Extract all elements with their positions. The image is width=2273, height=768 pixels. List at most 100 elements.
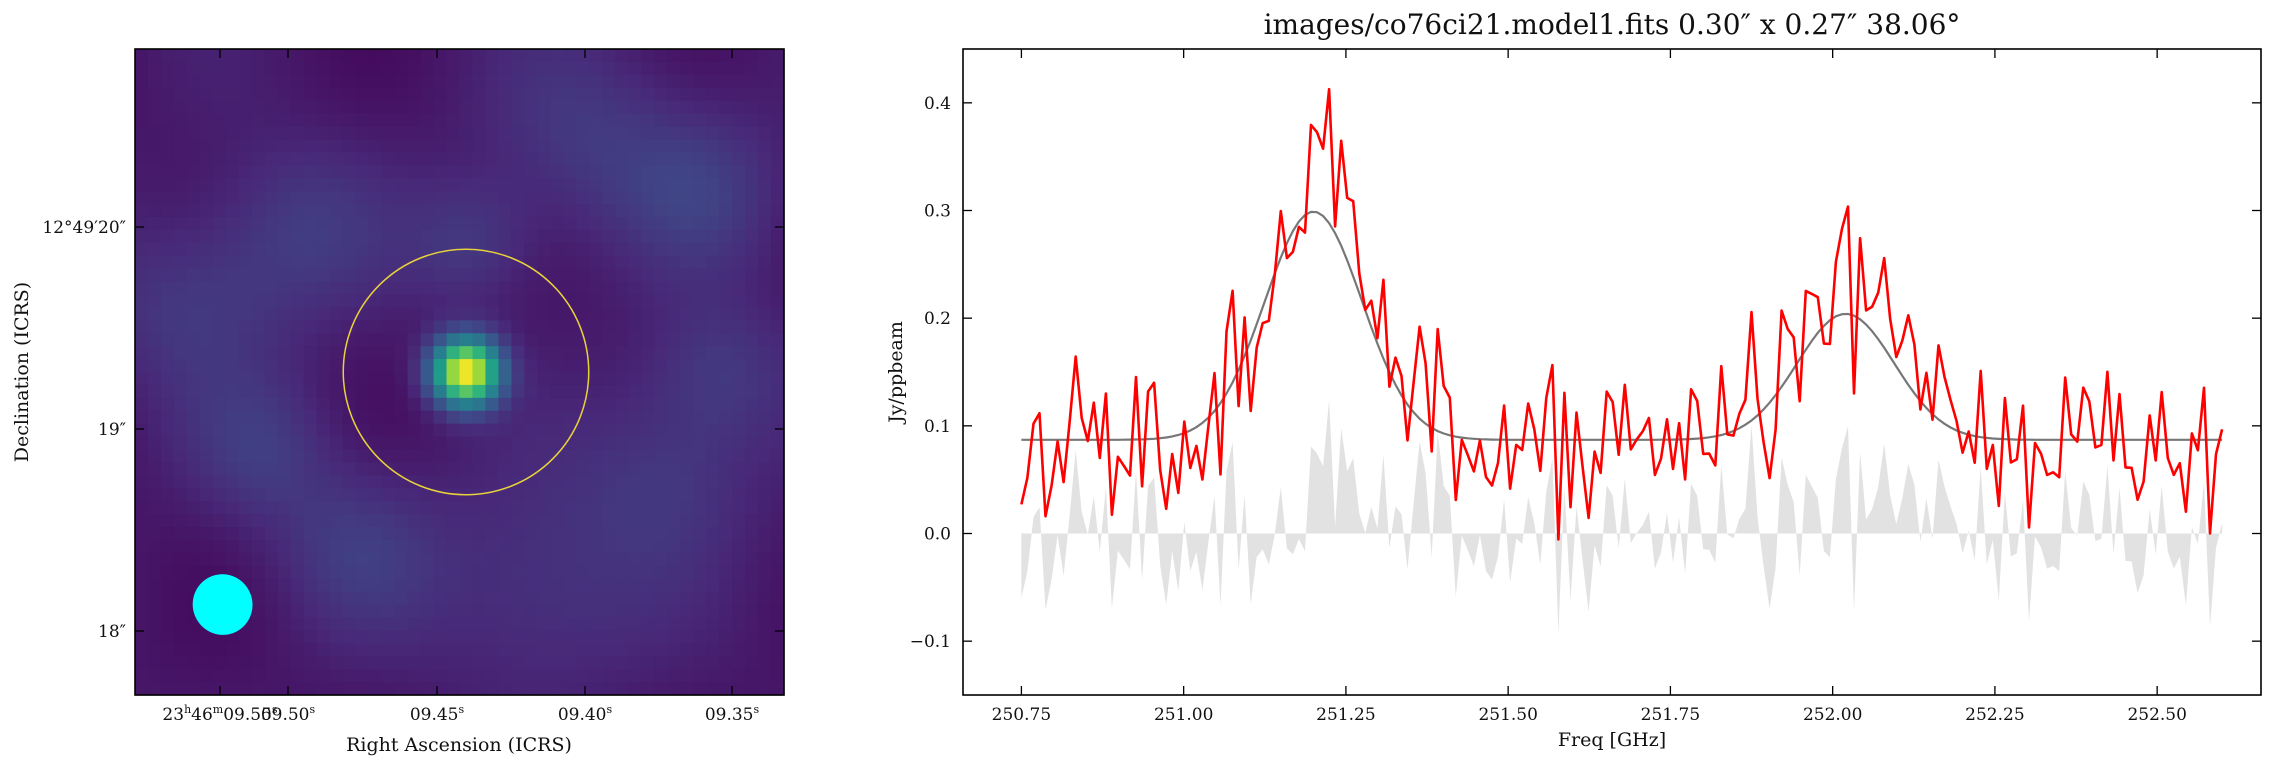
heatmap-cell — [316, 242, 331, 257]
heatmap-cell — [706, 514, 720, 528]
heatmap-cell — [394, 61, 409, 76]
heatmap-cell — [537, 643, 551, 657]
heatmap-cell — [732, 501, 746, 515]
heatmap-cell — [615, 294, 629, 308]
heatmap-cell — [550, 656, 564, 670]
heatmap-cell — [758, 139, 772, 153]
heatmap-cell — [212, 656, 227, 670]
heatmap-cell — [173, 656, 188, 670]
heatmap-cell — [511, 578, 525, 593]
heatmap-cell — [706, 565, 720, 580]
heatmap-cell — [472, 514, 487, 528]
heatmap-cell — [667, 488, 681, 502]
heatmap-cell — [238, 552, 253, 567]
heatmap-cell — [524, 410, 538, 425]
heatmap-cell — [199, 475, 214, 489]
heatmap-cell — [316, 61, 331, 76]
heatmap-cell — [186, 49, 201, 63]
heatmap-cell — [654, 630, 668, 644]
heatmap-cell — [680, 100, 694, 115]
heatmap-cell — [290, 552, 305, 567]
heatmap-cell — [459, 178, 474, 192]
heatmap-cell — [342, 501, 357, 515]
heatmap-cell — [277, 410, 292, 425]
heatmap-cell — [135, 281, 149, 296]
heatmap-cell — [771, 643, 785, 657]
heatmap-cell — [135, 449, 149, 464]
heatmap-cell — [615, 552, 629, 567]
heatmap-cell — [407, 643, 422, 657]
heatmap-cell — [368, 87, 383, 102]
heatmap-cell — [719, 320, 733, 334]
heatmap-cell — [303, 268, 318, 283]
image-frame — [134, 48, 785, 696]
heatmap-cell — [745, 191, 759, 205]
heatmap-cell — [264, 565, 279, 580]
heatmap-cell — [381, 242, 396, 257]
heatmap-cell — [135, 591, 149, 606]
heatmap-cell — [472, 191, 487, 205]
heatmap-cell — [251, 49, 266, 63]
heatmap-cell — [550, 384, 564, 399]
heatmap-cell — [303, 294, 318, 308]
heatmap-cell — [602, 604, 616, 619]
heatmap-cell — [381, 216, 396, 231]
heatmap-cell — [550, 630, 564, 644]
heatmap-cell — [667, 656, 681, 670]
heatmap-cell — [680, 178, 694, 192]
heatmap-cell — [680, 359, 694, 373]
heatmap-cell — [368, 514, 383, 528]
heatmap-cell — [576, 462, 590, 476]
heatmap-cell — [602, 294, 616, 308]
heatmap-cell — [485, 656, 500, 670]
heatmap-cell — [511, 229, 525, 244]
heatmap-cell — [745, 488, 759, 502]
heatmap-cell — [433, 475, 448, 489]
heatmap-cell — [147, 255, 162, 270]
heatmap-cell — [628, 191, 642, 205]
heatmap-cell — [719, 152, 733, 166]
heatmap-cell — [277, 656, 292, 670]
heatmap-cell — [290, 501, 305, 515]
heatmap-cell — [342, 656, 357, 670]
heatmap-cell — [589, 191, 603, 205]
heatmap-cell — [277, 436, 292, 451]
heatmap-cell — [498, 255, 513, 270]
heatmap-cell — [524, 165, 538, 179]
heatmap-cell — [381, 682, 396, 696]
heatmap-cell — [446, 682, 461, 696]
heatmap-cell — [316, 307, 331, 321]
heatmap-cell — [485, 565, 500, 580]
heatmap-cell — [147, 346, 162, 360]
heatmap-cell — [420, 384, 435, 399]
heatmap-cell — [758, 191, 772, 205]
heatmap-cell — [706, 126, 720, 141]
heatmap-cell — [563, 191, 577, 205]
heatmap-cell — [277, 165, 292, 179]
heatmap-cell — [498, 527, 513, 541]
heatmap-cell — [602, 268, 616, 283]
heatmap-cell — [147, 384, 162, 399]
heatmap-cell — [135, 100, 149, 115]
heatmap-cell — [472, 281, 487, 296]
heatmap-cell — [667, 397, 681, 412]
heatmap-cell — [693, 617, 707, 631]
heatmap-cell — [472, 384, 487, 399]
heatmap-cell — [654, 294, 668, 308]
heatmap-cell — [251, 229, 266, 244]
heatmap-cell — [719, 527, 733, 541]
heatmap-cell — [550, 74, 564, 89]
heatmap-cell — [485, 268, 500, 283]
heatmap-cell — [615, 436, 629, 451]
heatmap-cell — [563, 242, 577, 257]
heatmap-cell — [368, 436, 383, 451]
heatmap-cell — [693, 449, 707, 464]
heatmap-cell — [303, 643, 318, 657]
heatmap-cell — [472, 100, 487, 115]
heatmap-cell — [238, 630, 253, 644]
heatmap-cell — [524, 178, 538, 192]
heatmap-cell — [550, 514, 564, 528]
heatmap-cell — [758, 384, 772, 399]
heatmap-cell — [758, 268, 772, 283]
heatmap-cell — [394, 682, 409, 696]
